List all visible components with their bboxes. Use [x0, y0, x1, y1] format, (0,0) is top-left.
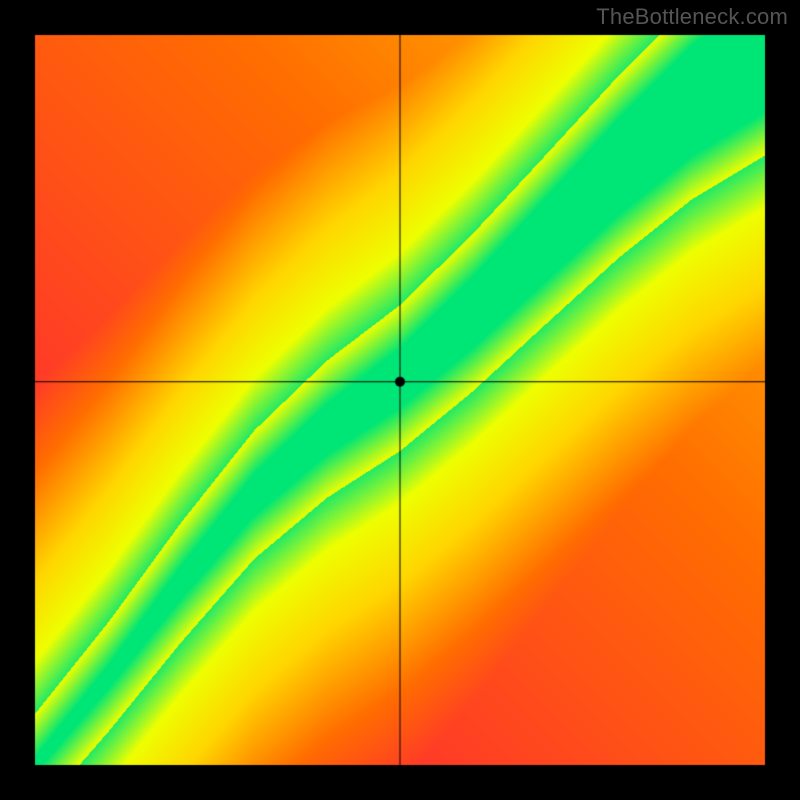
watermark-text: TheBottleneck.com — [596, 4, 788, 30]
chart-container: TheBottleneck.com — [0, 0, 800, 800]
bottleneck-heatmap — [0, 0, 800, 800]
